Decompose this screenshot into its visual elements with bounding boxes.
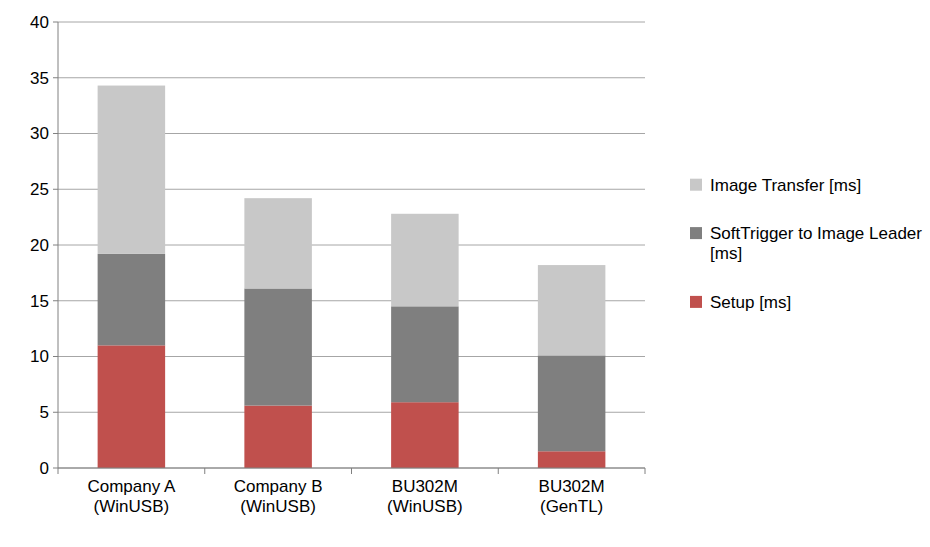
y-axis (58, 22, 59, 468)
x-tick-label-line: BU302M (539, 477, 605, 496)
bar-segment (98, 345, 166, 468)
x-tick (204, 468, 205, 474)
bar-segment (98, 86, 166, 254)
y-tick (53, 77, 58, 78)
bar-segment (538, 451, 606, 468)
y-tick (53, 412, 58, 413)
bar-segment (244, 406, 312, 468)
y-tick-label: 30 (30, 124, 49, 143)
legend-swatch (690, 227, 702, 239)
y-tick (53, 468, 58, 469)
y-tick (53, 356, 58, 357)
x-tick-label-line: (WinUSB) (240, 497, 316, 516)
x-tick (351, 468, 352, 474)
x-tick (498, 468, 499, 474)
grid-line (58, 77, 645, 78)
bar-segment (391, 214, 459, 307)
x-tick-label: BU302M(GenTL) (539, 477, 605, 516)
legend-label-line: SoftTrigger to Image Leader (710, 224, 922, 243)
legend-swatch (690, 179, 702, 191)
x-tick-label-line: (WinUSB) (94, 497, 170, 516)
y-tick-label: 35 (30, 69, 49, 88)
y-tick-label: 20 (30, 236, 49, 255)
bars (98, 86, 606, 468)
legend-label-line: Setup [ms] (710, 293, 791, 312)
y-tick-label: 5 (40, 403, 49, 422)
bar-segment (391, 402, 459, 468)
y-tick-label: 40 (30, 13, 49, 32)
x-tick-label-line: BU302M (392, 477, 458, 496)
x-tick-label: Company B(WinUSB) (234, 477, 323, 516)
y-tick-label: 25 (30, 180, 49, 199)
legend-label: Image Transfer [ms] (710, 176, 861, 195)
grid-line (58, 22, 645, 23)
legend-label-line: Image Transfer [ms] (710, 176, 861, 195)
y-tick (53, 133, 58, 134)
bar-segment (244, 198, 312, 288)
chart-container: 0510152025303540Company A(WinUSB)Company… (0, 0, 930, 547)
legend-label: Setup [ms] (710, 293, 791, 312)
y-tick (53, 245, 58, 246)
x-tick-label-line: Company A (87, 477, 176, 496)
grid (53, 22, 645, 468)
y-tick (53, 22, 58, 23)
legend-label: SoftTrigger to Image Leader[ms] (710, 224, 922, 263)
x-tick-label: BU302M(WinUSB) (387, 477, 463, 516)
x-tick-label: Company A(WinUSB) (87, 477, 176, 516)
legend-swatch (690, 296, 702, 308)
x-tick (58, 468, 59, 474)
y-tick-label: 0 (40, 459, 49, 478)
bar-segment (538, 355, 606, 451)
chart-svg: 0510152025303540Company A(WinUSB)Company… (0, 0, 930, 547)
bar-segment (391, 306, 459, 402)
bar-segment (244, 288, 312, 405)
y-tick (53, 189, 58, 190)
y-tick (53, 300, 58, 301)
bar-segment (538, 265, 606, 355)
x-tick-label-line: (WinUSB) (387, 497, 463, 516)
x-tick (645, 468, 646, 474)
bar-segment (98, 254, 166, 345)
legend-label-line: [ms] (710, 244, 742, 263)
x-tick-label-line: (GenTL) (540, 497, 603, 516)
y-tick-label: 15 (30, 292, 49, 311)
x-tick-label-line: Company B (234, 477, 323, 496)
y-tick-label: 10 (30, 347, 49, 366)
legend: Image Transfer [ms] SoftTrigger to Image … (690, 176, 922, 312)
